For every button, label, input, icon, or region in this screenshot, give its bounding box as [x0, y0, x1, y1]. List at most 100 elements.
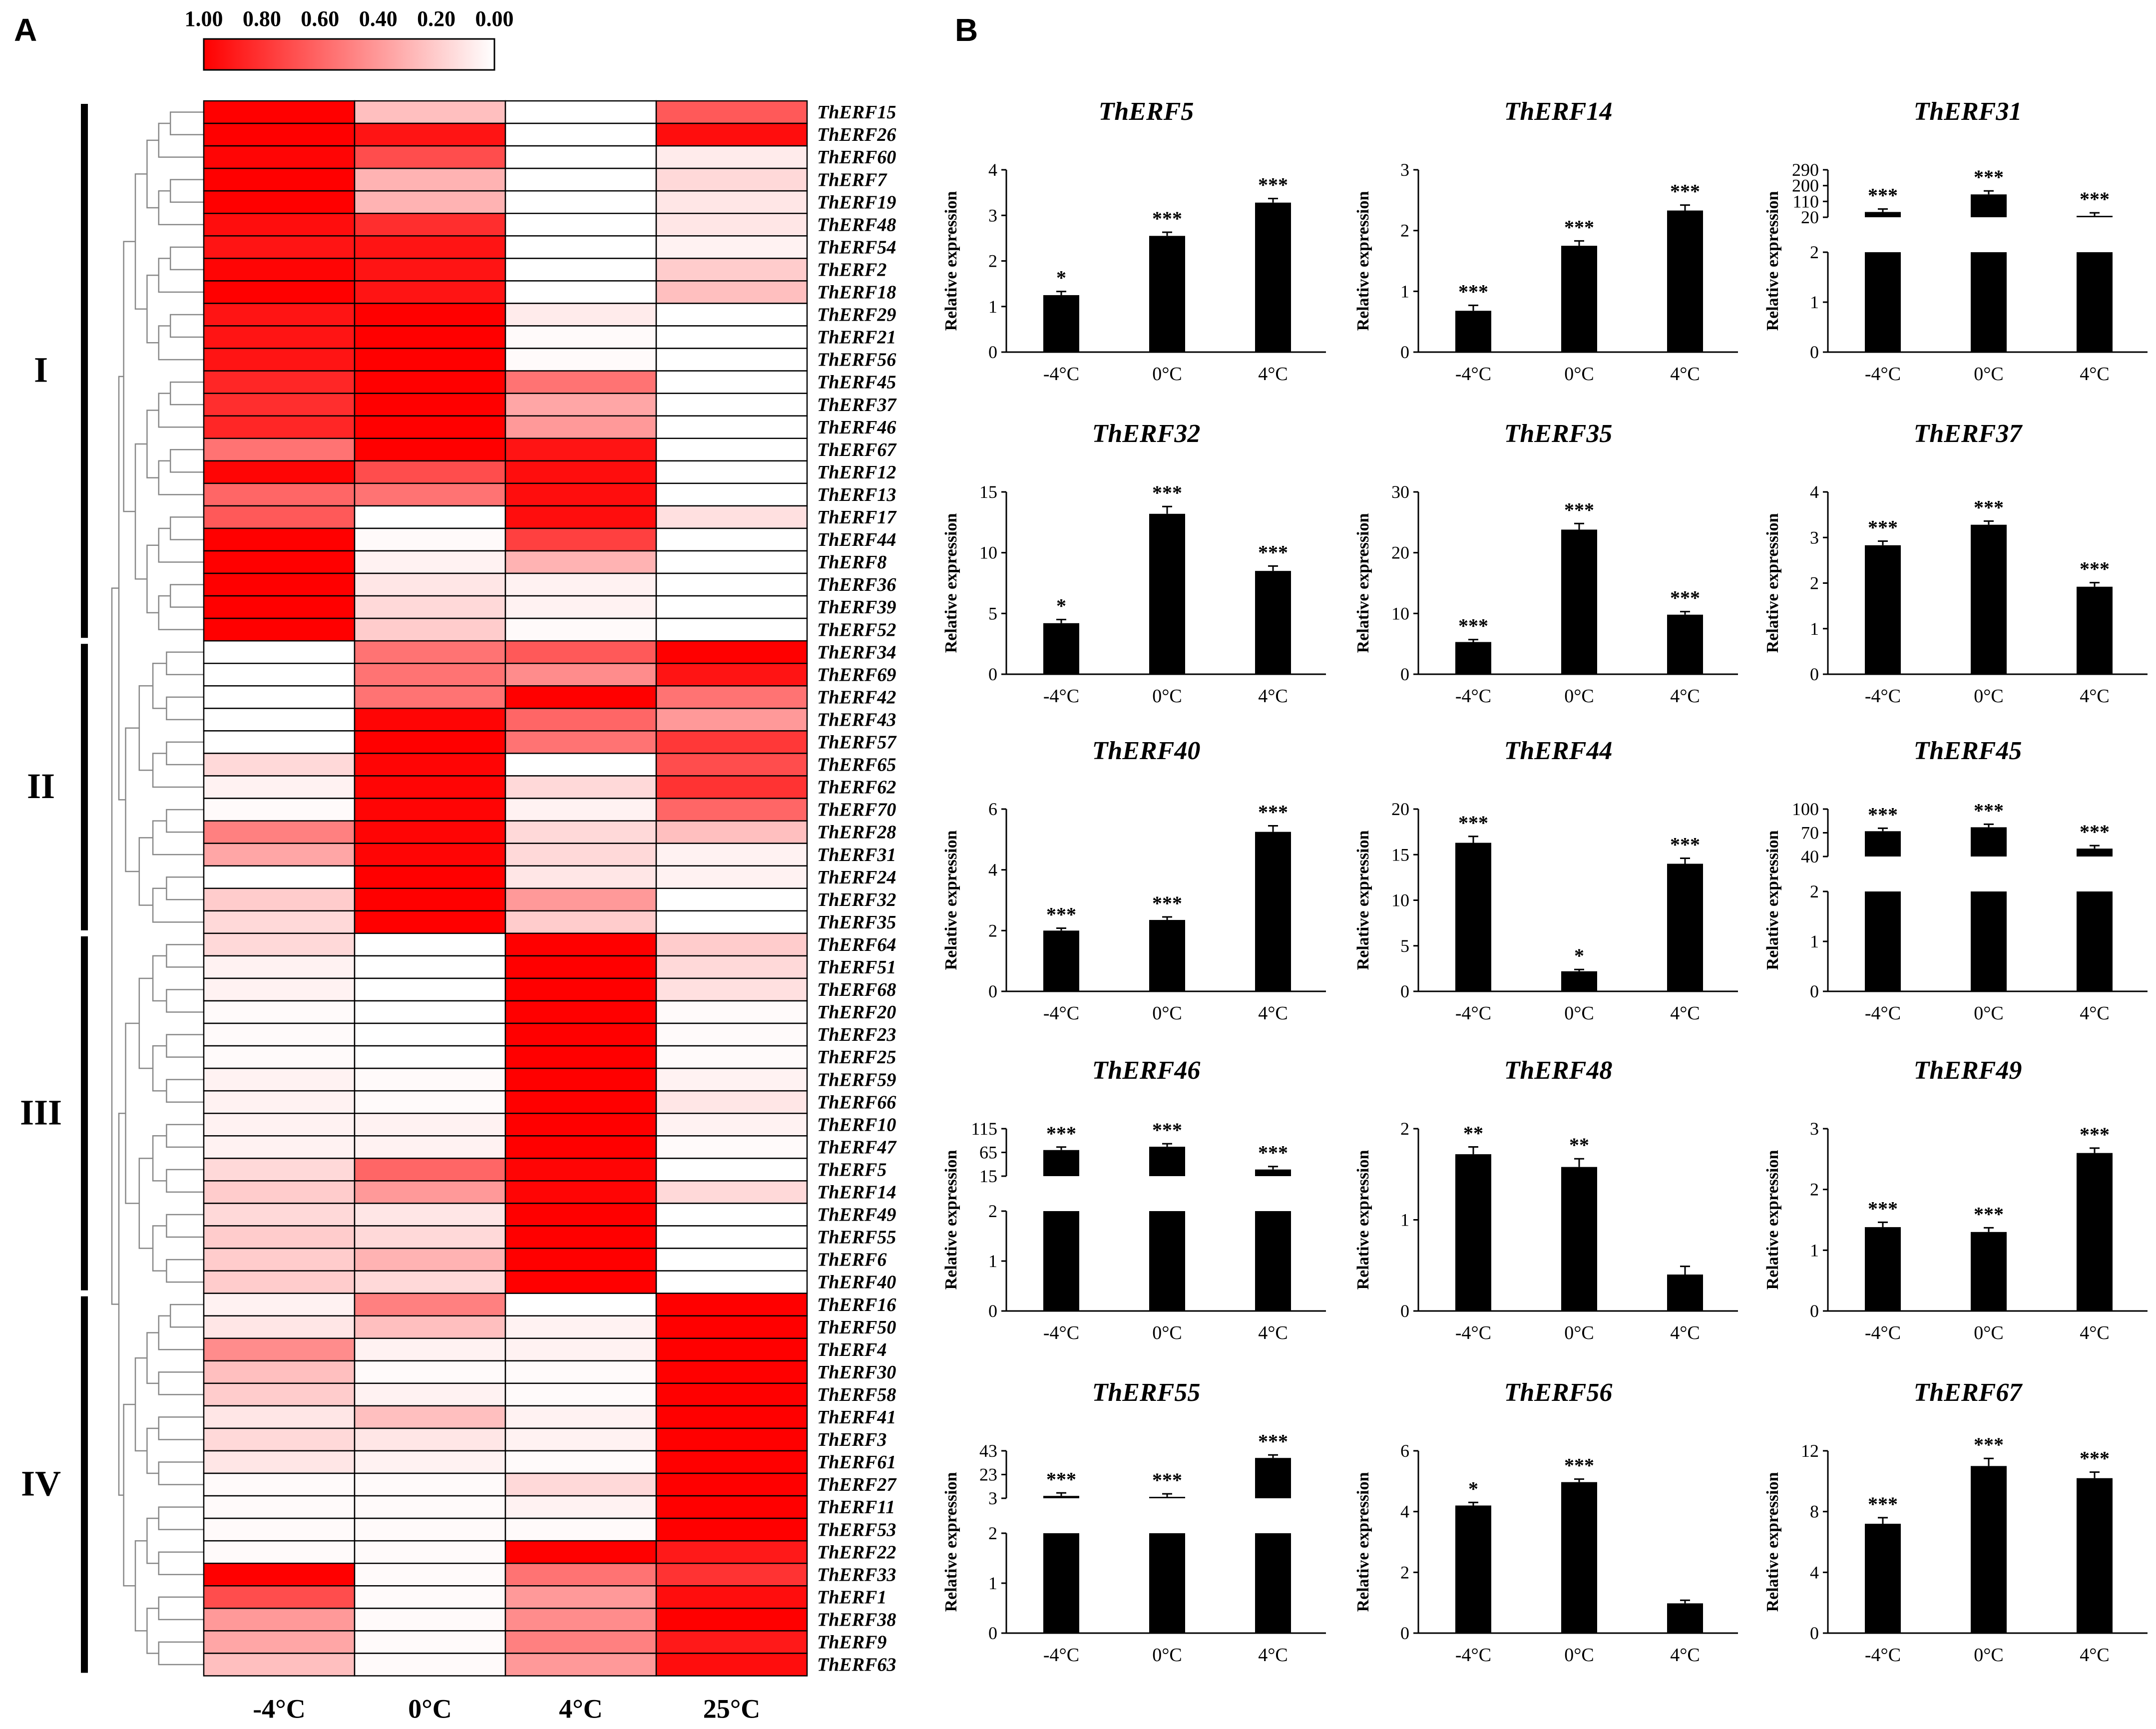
y-tick-label: 100: [1792, 799, 1819, 819]
heatmap-cell: [203, 820, 356, 844]
bar-panel-title: ThERF45: [1914, 737, 2022, 765]
heatmap-cell: [655, 977, 808, 1002]
x-tick-label: 4°C: [1258, 1003, 1288, 1024]
group-label: II: [27, 766, 55, 806]
heatmap-cell: [655, 640, 808, 664]
heatmap-cell: [504, 527, 657, 552]
dendrogram-branch: [166, 696, 204, 721]
heatmap-cell: [504, 1270, 657, 1294]
dendrogram-branch: [158, 190, 204, 226]
heatmap-cell: [354, 820, 506, 844]
heatmap-cell: [203, 280, 356, 304]
heatmap-cell: [203, 122, 356, 147]
dendrogram-branch: [166, 1034, 204, 1058]
heatmap-cell: [504, 1585, 657, 1609]
dendrogram-branch: [169, 246, 204, 271]
bar-upper: [2077, 216, 2113, 217]
x-tick-label: -4°C: [1043, 1645, 1079, 1666]
bar-panel-ylabel: Relative expression: [942, 830, 960, 970]
heatmap-cell: [354, 1135, 506, 1159]
heatmap-row-label: ThERF34: [817, 642, 896, 663]
dendrogram-branch: [125, 1022, 139, 1204]
heatmap-row-label: ThERF20: [817, 1002, 896, 1023]
dendrogram-branch: [158, 1596, 204, 1621]
heatmap-cell: [203, 550, 356, 574]
dendrogram-branch: [158, 1461, 204, 1485]
heatmap-cell: [655, 1248, 808, 1272]
dendrogram-branch: [169, 449, 204, 473]
bar-lower: [2077, 252, 2113, 352]
heatmap-row-label: ThERF16: [817, 1295, 896, 1315]
x-tick-label: 0°C: [1152, 1322, 1182, 1343]
heatmap-cell: [354, 1000, 506, 1024]
bar-upper: [1043, 1150, 1079, 1176]
bar-panel-title: ThERF37: [1914, 420, 2023, 448]
heatmap-cell: [203, 910, 356, 934]
y-tick-label: 1: [988, 1573, 997, 1593]
y-tick-label: 1: [1810, 292, 1819, 312]
x-tick-label: 4°C: [2080, 1003, 2110, 1024]
heatmap-cell: [354, 1382, 506, 1407]
bar-upper: [1149, 1497, 1185, 1498]
dendrogram-branch: [158, 1551, 204, 1576]
heatmap-cell: [354, 482, 506, 507]
heatmap-row-label: ThERF14: [817, 1182, 896, 1203]
heatmap-cell: [354, 887, 506, 912]
dendrogram-branch: [166, 944, 204, 968]
heatmap-row-label: ThERF18: [817, 282, 896, 303]
heatmap-cell: [504, 955, 657, 979]
heatmap-cell: [504, 753, 657, 777]
group-label: III: [20, 1092, 62, 1132]
dendrogram-branch: [166, 651, 204, 676]
heatmap-cell: [655, 1653, 808, 1677]
y-tick-label: 3: [1810, 1119, 1819, 1139]
heatmap-cell: [354, 595, 506, 619]
dendrogram-branch: [138, 977, 153, 1069]
bar: [1865, 545, 1901, 674]
heatmap-row-label: ThERF32: [817, 889, 896, 910]
bar: [1043, 930, 1079, 991]
x-tick-label: 0°C: [1974, 1322, 2004, 1343]
heatmap-cell: [203, 1427, 356, 1452]
heatmap-row-label: ThERF61: [817, 1452, 896, 1473]
heatmap-row-label: ThERF54: [817, 237, 896, 258]
heatmap-cell: [655, 145, 808, 169]
heatmap-cell: [504, 258, 657, 282]
heatmap-cell: [354, 1113, 506, 1137]
significance-label: ***: [1152, 892, 1182, 914]
heatmap-cell: [354, 325, 506, 349]
bar-panel-ylabel: Relative expression: [1763, 830, 1782, 970]
heatmap-row-label: ThERF45: [817, 372, 896, 393]
bar-panel-title: ThERF14: [1504, 97, 1613, 126]
bar: [1561, 971, 1597, 991]
bar: [2077, 1478, 2113, 1633]
heatmap-row-label: ThERF53: [817, 1519, 896, 1540]
heatmap-cell: [504, 280, 657, 304]
heatmap-column-label: 0°C: [408, 1694, 452, 1724]
heatmap-cell: [655, 1270, 808, 1294]
y-tick-label: 2: [988, 1201, 997, 1221]
heatmap-cell: [203, 1405, 356, 1429]
heatmap-cell: [655, 685, 808, 709]
heatmap-cell: [354, 235, 506, 259]
bar-lower: [1865, 891, 1901, 991]
y-tick-label: 110: [1792, 191, 1819, 211]
x-tick-label: -4°C: [1043, 1003, 1079, 1024]
y-tick-label: 3: [1400, 160, 1409, 180]
bar-panel-ThERF35: ThERF35 Relative expression 0 10 20 30 *** *** *…: [1354, 420, 1738, 707]
x-tick-label: 4°C: [1670, 1322, 1700, 1343]
heatmap-cell: [655, 1022, 808, 1047]
heatmap-cell: [655, 1045, 808, 1069]
heatmap-cell: [655, 1630, 808, 1654]
heatmap-cell: [354, 1405, 506, 1429]
heatmap-cell: [655, 663, 808, 687]
y-tick-label: 0: [1810, 981, 1819, 1001]
heatmap-cell: [655, 708, 808, 732]
heatmap-cell: [203, 235, 356, 259]
dendrogram-branch: [166, 1214, 204, 1238]
heatmap-cell: [354, 640, 506, 664]
heatmap-cell: [203, 1045, 356, 1069]
heatmap-cell: [203, 708, 356, 732]
x-tick-label: -4°C: [1865, 364, 1901, 385]
heatmap-cell: [655, 1540, 808, 1564]
